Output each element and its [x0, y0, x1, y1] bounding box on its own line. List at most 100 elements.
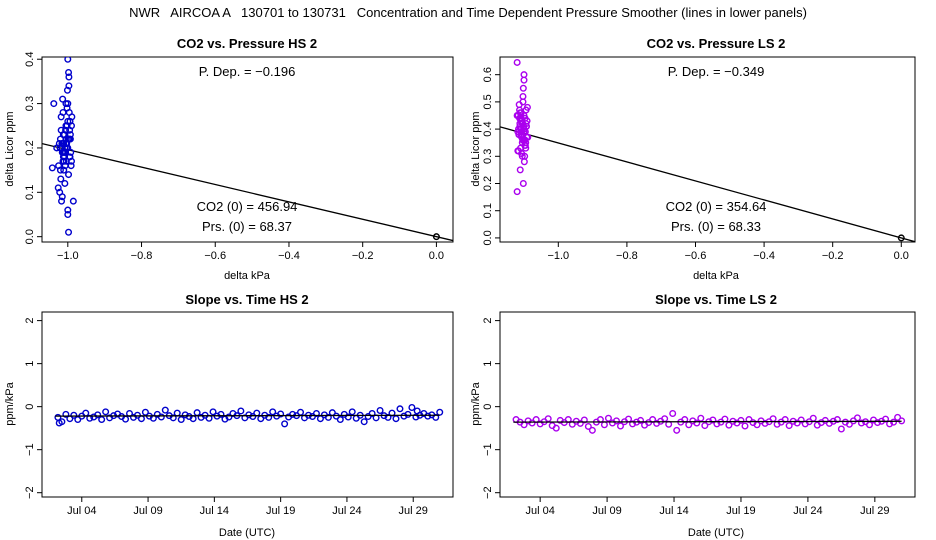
x-tick-label: −0.6 — [685, 250, 707, 262]
data-point — [725, 421, 733, 429]
data-point — [82, 409, 90, 417]
data-point — [74, 416, 82, 424]
x-axis: Jul 04 Jul 09 Jul 14 Jul 19 Jul 24 Jul 29 — [525, 497, 890, 517]
smoother-line — [513, 420, 902, 423]
origin-point — [897, 234, 905, 242]
y-axis-label: ppm/kPa — [4, 381, 16, 425]
x-axis: −1.0 −0.8 −0.6 −0.4 −0.2 0.0 — [547, 242, 909, 262]
co2-intercept-annotation: CO2 (0) = 354.64 — [666, 199, 767, 214]
smoother-line — [55, 414, 440, 417]
x-axis-label: Date (UTC) — [219, 527, 275, 539]
data-point — [516, 106, 524, 114]
data-point — [737, 416, 745, 424]
x-tick-label: Jul 29 — [860, 505, 889, 517]
plot-frame — [499, 311, 916, 498]
panel-co2-vs-pressure-ls2: CO2 vs. Pressure LS 2 −1.0 −0.8 −0.6 −0.4 −0… — [470, 36, 916, 282]
data-point — [669, 410, 677, 418]
data-point — [217, 410, 225, 418]
panel-title: CO2 vs. Pressure LS 2 — [647, 36, 786, 51]
y-tick-label: 0.1 — [482, 203, 494, 218]
data-point — [62, 100, 70, 108]
data-point — [516, 114, 524, 122]
data-point — [552, 424, 560, 432]
data-point — [53, 144, 61, 152]
x-tick-label: Jul 04 — [525, 505, 554, 517]
y-tick-label: 1 — [482, 361, 494, 367]
scatter-points — [500, 58, 915, 242]
data-point — [769, 415, 777, 423]
data-point — [741, 422, 749, 430]
x-axis-label: delta kPa — [224, 270, 271, 282]
data-point — [612, 417, 620, 425]
x-tick-label: Jul 19 — [266, 505, 295, 517]
data-point — [65, 135, 73, 143]
fit-line — [42, 143, 453, 242]
data-point — [576, 419, 584, 427]
data-point — [528, 419, 536, 427]
x-tick-label: Jul 19 — [726, 505, 755, 517]
data-point — [64, 206, 72, 214]
data-point — [70, 411, 78, 419]
data-point — [853, 414, 861, 422]
data-point — [324, 413, 332, 421]
data-point — [785, 422, 793, 430]
data-point — [64, 210, 72, 218]
data-point — [874, 419, 882, 427]
y-tick-label: −2 — [482, 486, 494, 499]
x-tick-label: Jul 09 — [133, 505, 162, 517]
data-point — [63, 144, 71, 152]
data-point — [48, 164, 56, 172]
figure-title: NWR AIRCOA A 130701 to 130731 Concentrat… — [129, 5, 807, 20]
co2-intercept-annotation: CO2 (0) = 456.94 — [197, 199, 298, 214]
data-point — [436, 408, 444, 416]
x-tick-label: Jul 29 — [399, 505, 428, 517]
x-tick-label: Jul 24 — [332, 505, 361, 517]
y-tick-label: −1 — [482, 443, 494, 456]
y-tick-label: 0.2 — [482, 176, 494, 191]
x-tick-label: Jul 24 — [793, 505, 822, 517]
x-tick-label: −0.8 — [616, 250, 638, 262]
panel-co2-vs-pressure-hs2: CO2 vs. Pressure HS 2 −1.0 −0.8 −0.6 −0.4 −0… — [4, 36, 454, 282]
data-point — [517, 125, 525, 133]
y-axis: 0.0 0.1 0.2 0.3 0.4 0.5 0.6 — [482, 67, 500, 246]
data-point — [102, 408, 110, 416]
data-point — [157, 413, 165, 421]
data-point — [64, 117, 72, 125]
data-point — [245, 411, 253, 419]
plot-area — [42, 57, 453, 242]
data-point — [177, 416, 185, 424]
data-point — [65, 171, 73, 179]
y-tick-label: 0.2 — [24, 140, 36, 155]
y-axis-label: ppm/kPa — [470, 381, 482, 425]
x-tick-label: −1.0 — [57, 250, 79, 262]
data-point — [709, 416, 717, 424]
plot-frame — [41, 311, 454, 498]
data-point — [396, 405, 404, 413]
data-point — [289, 410, 297, 418]
data-point — [761, 419, 769, 427]
data-point — [857, 419, 865, 427]
data-point — [59, 140, 67, 148]
data-point — [63, 104, 71, 112]
x-tick-label: 0.0 — [429, 250, 444, 262]
plot-area — [54, 404, 444, 428]
y-tick-label: 2 — [482, 318, 494, 324]
data-point — [312, 410, 320, 418]
data-point — [277, 410, 285, 418]
data-point — [604, 414, 612, 422]
data-point — [98, 416, 106, 424]
x-axis: −1.0 −0.8 −0.6 −0.4 −0.2 0.0 — [57, 242, 444, 262]
data-point — [65, 228, 73, 236]
data-point — [68, 113, 76, 121]
data-point — [404, 410, 412, 418]
y-tick-label: −2 — [24, 486, 36, 499]
x-tick-label: Jul 09 — [592, 505, 621, 517]
y-tick-label: 2 — [24, 318, 36, 324]
pressure-intercept-annotation: Prs. (0) = 68.37 — [202, 219, 292, 234]
data-point — [580, 416, 588, 424]
data-point — [181, 411, 189, 419]
x-axis: Jul 04 Jul 09 Jul 14 Jul 19 Jul 24 Jul 29 — [67, 497, 428, 517]
data-point — [62, 126, 70, 134]
data-point — [59, 108, 67, 116]
scatter-points — [512, 410, 906, 434]
